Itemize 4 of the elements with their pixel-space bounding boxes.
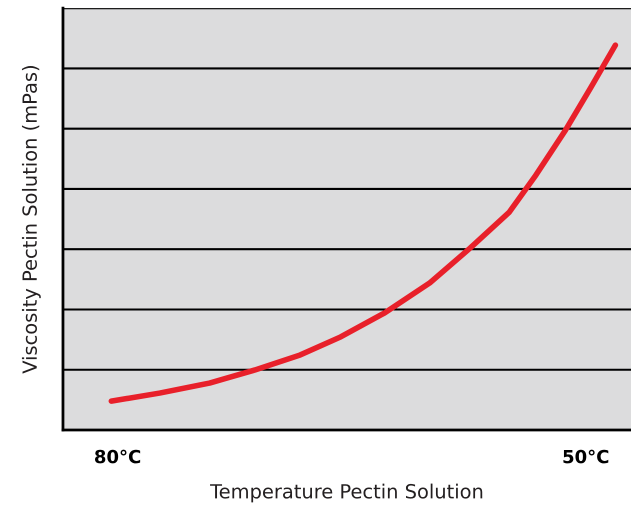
- x-axis-title: Temperature Pectin Solution: [210, 484, 482, 502]
- x-tick-label: 80°C: [94, 450, 140, 464]
- x-tick-label: 50°C: [563, 450, 608, 464]
- y-axis-title: Viscosity Pectin Solution (mPas): [22, 66, 41, 374]
